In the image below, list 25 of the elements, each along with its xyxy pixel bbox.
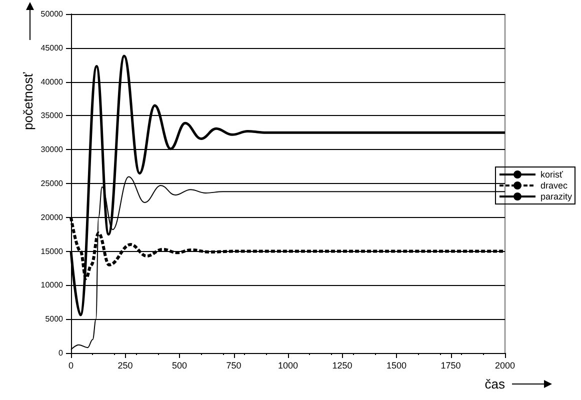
y-tick-label: 50000 xyxy=(40,10,64,18)
x-tick-label: 1250 xyxy=(332,360,352,370)
x-tick-label: 1750 xyxy=(440,360,461,370)
x-tick-label: 250 xyxy=(118,360,133,370)
y-tick-label: 0 xyxy=(58,348,64,358)
y-axis-title: početnosť xyxy=(20,72,36,130)
legend-label: parazity xyxy=(540,192,572,202)
y-tick-label: 20000 xyxy=(40,212,64,222)
y-tick-label: 40000 xyxy=(40,77,64,86)
y-tick-label: 35000 xyxy=(40,111,64,120)
y-tick-label: 45000 xyxy=(40,43,64,52)
y-tick-label: 25000 xyxy=(40,179,64,188)
y-tick-label: 30000 xyxy=(40,145,64,154)
legend-label: dravec xyxy=(540,180,568,190)
x-tick-label: 1000 xyxy=(278,360,298,370)
legend-label: korisť xyxy=(540,170,564,180)
x-tick-label: 750 xyxy=(226,360,242,370)
x-tick-label: 2000 xyxy=(494,360,516,370)
x-tick-label: 0 xyxy=(68,360,74,370)
y-tick-label: 5000 xyxy=(45,314,64,324)
x-tick-label: 1500 xyxy=(386,360,407,370)
y-tick-label: 10000 xyxy=(40,280,64,290)
x-tick-label: 500 xyxy=(172,360,188,370)
x-axis-title: čas xyxy=(484,376,506,392)
y-tick-label: 15000 xyxy=(40,246,64,256)
